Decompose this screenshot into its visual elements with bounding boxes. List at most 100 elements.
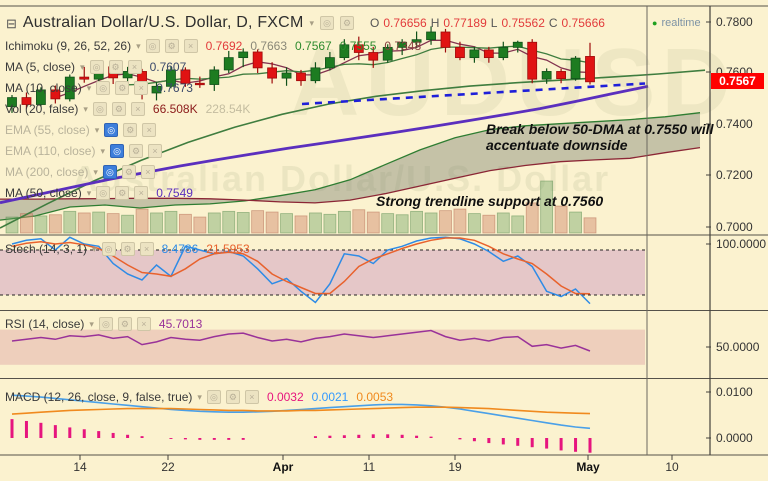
chevron-down-icon[interactable]: ▾ <box>309 17 314 28</box>
indicator-label-ichimoku[interactable]: Ichimoku (9, 26, 52, 26) <box>5 39 132 53</box>
indicator-value-stoch-1: 21.5953 <box>206 242 250 256</box>
low-value: 0.75562 <box>501 16 545 30</box>
chevron-down-icon[interactable]: ▾ <box>92 243 97 254</box>
visibility-icon[interactable]: ◎ <box>96 186 111 200</box>
close-icon[interactable]: × <box>139 242 154 256</box>
annotation-break-dma-line2: accentuate downside <box>486 137 628 154</box>
ma50-line <box>0 84 649 205</box>
close-icon[interactable]: × <box>148 144 163 158</box>
indicator-value-ma5-0: 0.7607 <box>149 60 187 74</box>
indicator-value-ichimoku-4: 0.7348 <box>384 39 422 53</box>
indicator-label-ma5[interactable]: MA (5, close) <box>5 60 76 74</box>
chevron-down-icon[interactable]: ▾ <box>197 391 202 402</box>
visibility-icon[interactable]: ◎ <box>320 16 334 30</box>
close-icon[interactable]: × <box>183 39 198 53</box>
price-axis-label: 50.0000 <box>716 340 760 354</box>
annotation-trendline-support[interactable]: Strong trendline support at 0.7560 <box>376 193 604 209</box>
chevron-down-icon[interactable]: ▾ <box>86 187 92 198</box>
indicator-label-ema55[interactable]: EMA (55, close) <box>5 123 90 137</box>
annotation-break-dma[interactable]: Break below 50-DMA at 0.7550 will accent… <box>486 121 713 153</box>
chevron-down-icon[interactable]: ▾ <box>80 61 85 72</box>
settings-icon[interactable]: ⚙ <box>225 390 240 404</box>
settings-icon[interactable]: ⚙ <box>111 102 126 116</box>
indicator-value-macd-2: 0.0053 <box>356 390 394 404</box>
high-value: 0.77189 <box>443 16 487 30</box>
close-icon[interactable]: × <box>140 165 155 179</box>
indicator-row-ema110: EMA (110, close) ▾ ◎ ⚙ × <box>5 144 163 158</box>
settings-icon[interactable]: ⚙ <box>115 186 130 200</box>
date-axis-label: Apr <box>272 460 294 474</box>
indicator-label-vol20[interactable]: Vol (20, false) <box>5 102 79 116</box>
visibility-icon[interactable]: ◎ <box>104 123 119 137</box>
indicator-label-ema110[interactable]: EMA (110, close) <box>5 144 96 158</box>
settings-icon[interactable]: ⚙ <box>123 123 138 137</box>
close-icon[interactable]: × <box>142 123 157 137</box>
watermark-instrument-name: Australian Dollar/U.S. Dollar <box>72 158 611 199</box>
visibility-icon[interactable]: ◎ <box>98 317 113 331</box>
indicator-label-macd[interactable]: MACD (12, 26, close, 9, false, true) <box>5 390 193 404</box>
indicator-value-vol20-1: 228.54K <box>205 102 251 116</box>
indicator-row-ema55: EMA (55, close) ▾ ◎ ⚙ × <box>5 123 157 137</box>
chevron-down-icon[interactable]: ▾ <box>89 318 94 329</box>
realtime-label: realtime <box>661 17 701 29</box>
indicator-row-macd: MACD (12, 26, close, 9, false, true) ▾ ◎ ⚙ ×… <box>5 390 393 404</box>
close-icon[interactable]: × <box>134 186 149 200</box>
volume-bars <box>5 180 597 234</box>
indicator-row-ma200: MA (200, close) ▾ ◎ ⚙ × <box>5 165 155 179</box>
visibility-icon[interactable]: ◎ <box>206 390 221 404</box>
candlestick-series[interactable] <box>7 26 595 113</box>
indicator-row-ma5: MA (5, close) ▾ ◎ ⚙ × 0.7607 <box>5 60 186 74</box>
indicator-label-ma10[interactable]: MA (10, close) <box>5 81 82 95</box>
indicator-row-ma10: MA (10, close) ▾ ◎ ⚙ × 0.7673 <box>5 81 193 95</box>
indicator-label-ma50[interactable]: MA (50, close) <box>5 186 82 200</box>
chevron-down-icon[interactable]: ▾ <box>136 40 141 51</box>
close-icon[interactable]: × <box>130 102 145 116</box>
last-price-badge: 0.7567 <box>711 73 764 89</box>
indicator-value-vol20-0: 66.508K <box>152 102 198 116</box>
instrument-title[interactable]: Australian Dollar/U.S. Dollar, D, FXCM <box>22 14 304 31</box>
close-label: C <box>548 16 558 30</box>
price-axis-label: 0.7800 <box>716 15 753 29</box>
open-value: 0.76656 <box>383 16 427 30</box>
chevron-down-icon[interactable]: ▾ <box>86 82 92 93</box>
panel-frame <box>0 5 768 460</box>
chevron-down-icon[interactable]: ▾ <box>83 103 88 114</box>
close-icon[interactable]: × <box>136 317 151 331</box>
close-icon[interactable]: × <box>127 60 142 74</box>
price-axis-label: 0.0000 <box>716 431 753 445</box>
visibility-icon[interactable]: ◎ <box>110 144 125 158</box>
macd-lines <box>11 394 591 430</box>
chevron-down-icon[interactable]: ▾ <box>94 124 100 135</box>
annotation-break-dma-line1: Break below 50-DMA at 0.7550 will <box>486 121 714 137</box>
chevron-down-icon[interactable]: ▾ <box>93 166 98 177</box>
settings-icon[interactable]: ⚙ <box>164 39 179 53</box>
visibility-icon[interactable]: ◎ <box>89 60 104 74</box>
collapse-icon[interactable]: ⊟ <box>6 15 17 31</box>
close-icon[interactable]: × <box>244 390 259 404</box>
ohlc-readout: O 0.76656 H 0.77189 L 0.75562 C 0.75666 <box>370 16 605 30</box>
trendline-dashed[interactable] <box>301 82 646 106</box>
visibility-icon[interactable]: ◎ <box>102 165 117 179</box>
panel-bands <box>0 249 645 365</box>
chart-header: ⊟ Australian Dollar/U.S. Dollar, D, FXCM… <box>6 14 605 32</box>
settings-icon[interactable]: ⚙ <box>117 317 132 331</box>
indicator-label-stoch[interactable]: Stoch (14, 3, 1) <box>5 242 88 256</box>
date-axis-label: May <box>576 460 600 474</box>
settings-icon[interactable]: ⚙ <box>108 60 123 74</box>
settings-icon[interactable]: ⚙ <box>129 144 144 158</box>
indicator-value-ichimoku-2: 0.7567 <box>295 39 332 53</box>
settings-icon[interactable]: ⚙ <box>120 242 135 256</box>
indicator-label-ma200[interactable]: MA (200, close) <box>5 165 89 179</box>
indicator-label-rsi[interactable]: RSI (14, close) <box>5 317 85 331</box>
settings-icon[interactable]: ⚙ <box>121 165 136 179</box>
settings-icon[interactable]: ⚙ <box>340 16 354 30</box>
chevron-down-icon[interactable]: ▾ <box>100 145 106 156</box>
visibility-icon[interactable]: ◎ <box>96 81 111 95</box>
visibility-icon[interactable]: ◎ <box>145 39 160 53</box>
visibility-icon[interactable]: ◎ <box>101 242 116 256</box>
visibility-icon[interactable]: ◎ <box>92 102 107 116</box>
date-axis-label: 14 <box>73 460 87 474</box>
settings-icon[interactable]: ⚙ <box>115 81 130 95</box>
close-icon[interactable]: × <box>134 81 149 95</box>
